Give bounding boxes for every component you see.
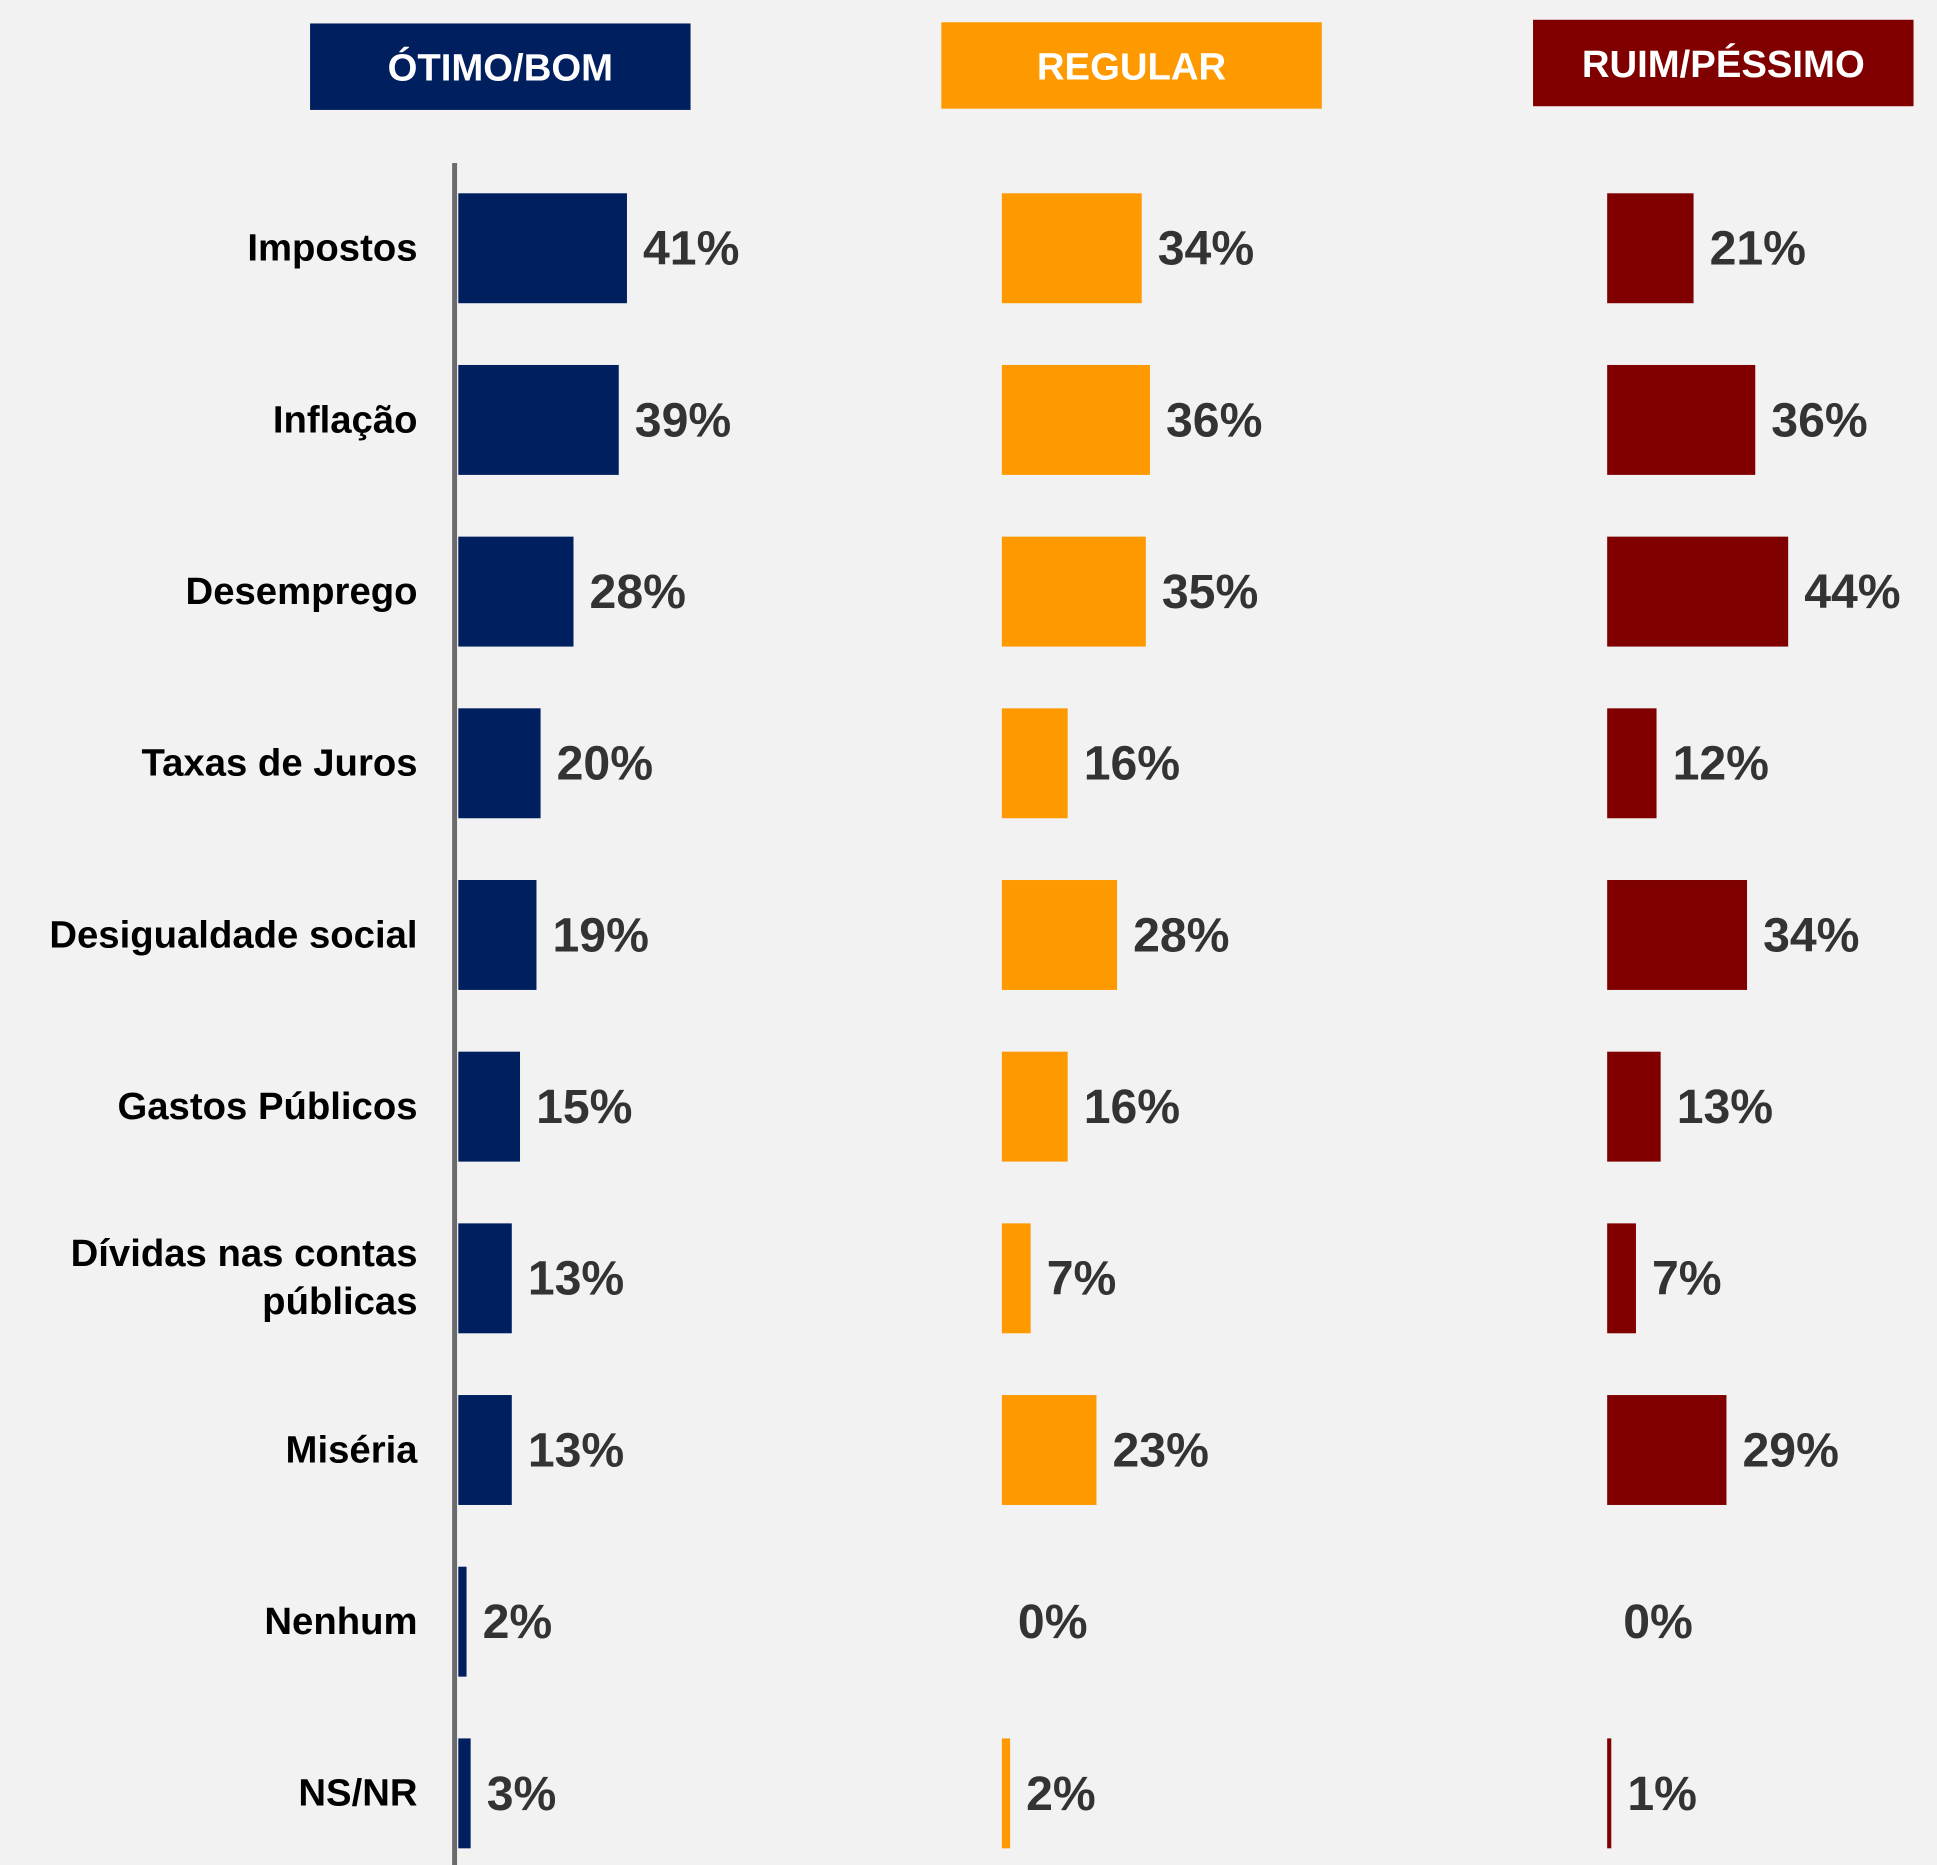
bar xyxy=(1001,1395,1097,1505)
legend-label: RUIM/PÉSSIMO xyxy=(1582,42,1865,86)
bar xyxy=(1001,1223,1031,1334)
data-label: 16% xyxy=(1084,737,1180,791)
data-label: 29% xyxy=(1743,1423,1839,1477)
data-label: 36% xyxy=(1771,393,1867,447)
data-label: 44% xyxy=(1804,565,1900,619)
category-label: Taxas de Juros xyxy=(141,740,418,784)
bar xyxy=(458,708,541,819)
data-label: 28% xyxy=(590,565,686,619)
bar xyxy=(458,536,574,647)
bar xyxy=(1607,880,1748,990)
bar xyxy=(1607,1223,1636,1334)
bar xyxy=(1001,1738,1011,1849)
bar xyxy=(458,1738,471,1849)
category-label: Nenhum xyxy=(264,1598,418,1643)
data-label: 0% xyxy=(1623,1595,1693,1649)
category-label: NS/NR xyxy=(298,1770,418,1814)
legend-swatch xyxy=(310,23,691,110)
category-label: Impostos xyxy=(247,225,418,269)
data-label: 23% xyxy=(1113,1423,1209,1477)
bar xyxy=(458,1566,467,1677)
data-label: 15% xyxy=(536,1080,632,1134)
bar xyxy=(1607,1395,1727,1505)
bar xyxy=(1001,1051,1068,1162)
legend-swatch xyxy=(941,22,1322,109)
bar xyxy=(458,193,627,304)
data-label: 12% xyxy=(1673,737,1769,791)
category-label-box: Impostos xyxy=(247,225,418,269)
data-label: 7% xyxy=(1047,1252,1117,1306)
category-label: Desigualdade social xyxy=(49,912,418,956)
category-label-box: Taxas de Juros xyxy=(141,740,418,784)
category-label-box: NS/NR xyxy=(298,1770,418,1814)
bar xyxy=(458,1223,512,1334)
bar xyxy=(1001,708,1068,819)
bar xyxy=(458,364,619,475)
data-label: 36% xyxy=(1166,393,1262,447)
bar xyxy=(1001,193,1142,304)
data-label: 2% xyxy=(1026,1767,1096,1821)
bar xyxy=(458,1395,512,1505)
data-label: 35% xyxy=(1162,565,1258,619)
bar xyxy=(1607,708,1657,819)
data-label: 13% xyxy=(528,1252,624,1306)
bar xyxy=(1607,536,1789,647)
category-label-box: Desigualdade social xyxy=(49,912,418,956)
data-label: 34% xyxy=(1763,908,1859,962)
bar xyxy=(458,880,537,990)
category-label: Miséria xyxy=(285,1427,418,1471)
category-label: Dívidas nas contas públicas xyxy=(70,1231,418,1323)
data-label: 1% xyxy=(1627,1767,1697,1821)
category-label-box: Dívidas nas contas públicas xyxy=(70,1231,418,1323)
data-label: 7% xyxy=(1652,1252,1722,1306)
legend-label: REGULAR xyxy=(1037,45,1226,88)
bar xyxy=(1001,364,1150,475)
data-label: 13% xyxy=(1677,1080,1773,1134)
bar xyxy=(1607,1738,1612,1849)
bar xyxy=(1607,1051,1661,1162)
data-label: 20% xyxy=(557,737,653,791)
data-label: 13% xyxy=(528,1423,624,1477)
bar xyxy=(458,1051,521,1162)
bar xyxy=(1001,536,1146,647)
category-label: Inflação xyxy=(272,397,418,441)
data-label: 2% xyxy=(483,1595,553,1649)
data-label: 21% xyxy=(1710,222,1806,276)
data-label: 28% xyxy=(1133,908,1229,962)
data-label: 19% xyxy=(553,908,649,962)
data-label: 16% xyxy=(1084,1080,1180,1134)
data-label: 0% xyxy=(1018,1595,1088,1649)
category-label: Gastos Públicos xyxy=(117,1083,418,1128)
data-label: 3% xyxy=(487,1767,557,1821)
legend-swatch xyxy=(1533,19,1914,107)
category-label-box: Inflação xyxy=(272,397,418,441)
category-label-box: Gastos Públicos xyxy=(117,1083,418,1128)
category-label: Desemprego xyxy=(185,568,418,613)
bar xyxy=(1001,880,1118,990)
data-label: 39% xyxy=(635,393,731,447)
category-label-box: Miséria xyxy=(285,1427,418,1471)
category-label-box: Desemprego xyxy=(185,568,418,613)
bar xyxy=(1607,193,1694,304)
data-label: 41% xyxy=(643,222,739,276)
data-label: 34% xyxy=(1158,222,1254,276)
legend-label: ÓTIMO/BOM xyxy=(388,46,613,90)
bar xyxy=(1607,364,1756,475)
category-label-box: Nenhum xyxy=(264,1598,418,1643)
